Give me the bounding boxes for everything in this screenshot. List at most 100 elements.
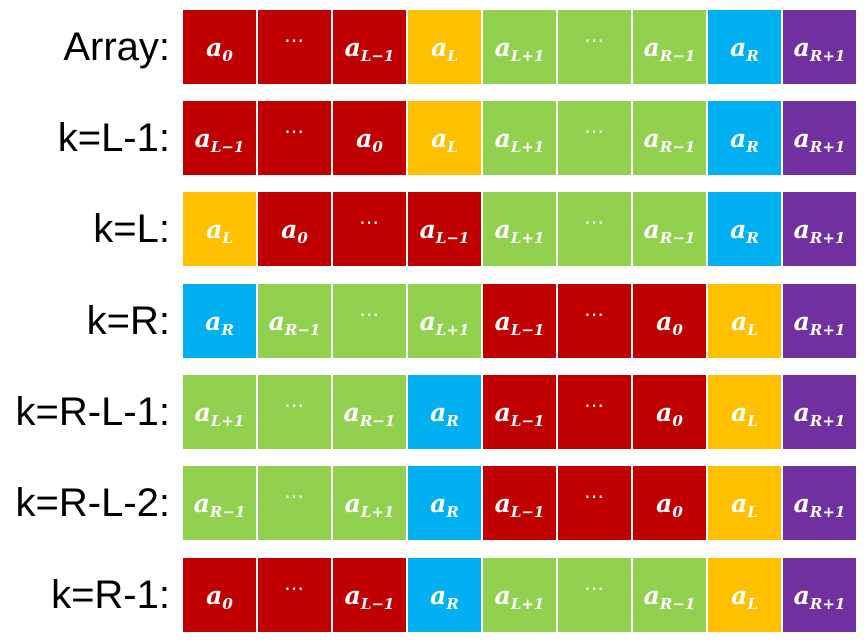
ellipsis-text: ⋯ bbox=[584, 209, 605, 234]
element-symbol: a bbox=[730, 123, 747, 153]
array-cell-ellipsis: ⋯ bbox=[558, 10, 631, 84]
array-cell: a0 bbox=[183, 558, 256, 632]
element-symbol: a bbox=[193, 488, 210, 518]
element-symbol: a bbox=[731, 488, 748, 518]
array-cell: aR bbox=[408, 375, 481, 449]
element-index: R−1 bbox=[659, 594, 696, 613]
array-cell: aR bbox=[408, 558, 481, 632]
diagram-row: k=R-L-2: aR−1 ⋯ aL+1 aR aL−1 ⋯ a0 aL aR+1 bbox=[0, 466, 864, 540]
ellipsis-text: ⋯ bbox=[584, 118, 605, 143]
array-cell: aR−1 bbox=[633, 10, 706, 84]
array-cell: aL bbox=[183, 192, 256, 266]
element-index: L bbox=[747, 594, 758, 613]
element-symbol: a bbox=[494, 580, 511, 610]
element-index: L−1 bbox=[435, 228, 470, 247]
array-cell: aL+1 bbox=[483, 10, 556, 84]
element-symbol: a bbox=[793, 32, 810, 62]
element-symbol: a bbox=[206, 580, 223, 610]
array-cell: aR bbox=[183, 284, 256, 358]
ellipsis-text: ⋯ bbox=[284, 483, 305, 508]
row-label: k=R-L-1: bbox=[15, 390, 171, 434]
array-cell: aL−1 bbox=[408, 192, 481, 266]
element-symbol: a bbox=[205, 306, 222, 336]
row-label: k=L-1: bbox=[57, 116, 170, 160]
array-cell-ellipsis: ⋯ bbox=[558, 375, 631, 449]
element-index: 0 bbox=[672, 320, 683, 339]
element-index: L−1 bbox=[510, 411, 545, 430]
array-cell: a0 bbox=[183, 10, 256, 84]
element-index: 0 bbox=[222, 594, 233, 613]
ellipsis-text: ⋯ bbox=[584, 301, 605, 326]
element-index: 0 bbox=[672, 411, 683, 430]
diagram-row: k=R-1: a0 ⋯ aL−1 aR aL+1 ⋯ aR−1 aL aR+1 bbox=[0, 558, 864, 632]
array-cell: aL bbox=[708, 558, 781, 632]
array-cell: aL+1 bbox=[183, 375, 256, 449]
element-index: R bbox=[221, 320, 234, 339]
diagram-row: k=R: aR aR−1 ⋯ aL+1 aL−1 ⋯ a0 aL aR+1 bbox=[0, 284, 864, 358]
array-cell-ellipsis: ⋯ bbox=[558, 101, 631, 175]
element-symbol: a bbox=[356, 123, 373, 153]
element-index: L bbox=[747, 411, 758, 430]
element-index: L−1 bbox=[510, 320, 545, 339]
element-symbol: a bbox=[430, 580, 447, 610]
array-cell: aR bbox=[408, 466, 481, 540]
array-cell: aL+1 bbox=[333, 466, 406, 540]
ellipsis-text: ⋯ bbox=[584, 392, 605, 417]
array-cell: aL−1 bbox=[483, 375, 556, 449]
element-symbol: a bbox=[643, 214, 660, 244]
array-cell: aL bbox=[708, 284, 781, 358]
element-index: L−1 bbox=[510, 502, 545, 521]
ellipsis-text: ⋯ bbox=[584, 575, 605, 600]
element-symbol: a bbox=[419, 214, 436, 244]
element-symbol: a bbox=[494, 488, 511, 518]
element-symbol: a bbox=[281, 214, 298, 244]
element-index: R−1 bbox=[659, 137, 696, 156]
element-symbol: a bbox=[793, 306, 810, 336]
element-index: R bbox=[446, 502, 459, 521]
ellipsis-text: ⋯ bbox=[359, 301, 380, 326]
element-index: L−1 bbox=[210, 137, 245, 156]
element-index: 0 bbox=[222, 46, 233, 65]
array-cell: aR+1 bbox=[783, 10, 856, 84]
element-index: R−1 bbox=[284, 320, 321, 339]
ellipsis-text: ⋯ bbox=[284, 575, 305, 600]
array-cell-ellipsis: ⋯ bbox=[558, 466, 631, 540]
element-index: R bbox=[746, 46, 759, 65]
array-cell: aL bbox=[408, 10, 481, 84]
element-symbol: a bbox=[643, 123, 660, 153]
element-symbol: a bbox=[431, 123, 448, 153]
element-symbol: a bbox=[194, 397, 211, 427]
array-cell: aR+1 bbox=[783, 466, 856, 540]
array-cell: aR−1 bbox=[633, 192, 706, 266]
ellipsis-text: ⋯ bbox=[284, 392, 305, 417]
element-index: L+1 bbox=[435, 320, 470, 339]
array-cells: aL−1 ⋯ a0 aL aL+1 ⋯ aR−1 aR aR+1 bbox=[183, 101, 858, 175]
element-index: R+1 bbox=[809, 228, 846, 247]
array-cells: aR−1 ⋯ aL+1 aR aL−1 ⋯ a0 aL aR+1 bbox=[183, 466, 858, 540]
row-label: k=R-L-2: bbox=[15, 481, 171, 525]
element-symbol: a bbox=[731, 397, 748, 427]
element-symbol: a bbox=[494, 32, 511, 62]
element-symbol: a bbox=[731, 306, 748, 336]
element-symbol: a bbox=[643, 580, 660, 610]
ellipsis-text: ⋯ bbox=[284, 27, 305, 52]
array-cell: a0 bbox=[333, 101, 406, 175]
element-index: 0 bbox=[297, 228, 308, 247]
array-cell: aR+1 bbox=[783, 284, 856, 358]
array-cell: aL−1 bbox=[183, 101, 256, 175]
element-index: 0 bbox=[372, 137, 383, 156]
element-symbol: a bbox=[206, 32, 223, 62]
element-index: L bbox=[747, 502, 758, 521]
array-cell: aL+1 bbox=[408, 284, 481, 358]
array-cell-ellipsis: ⋯ bbox=[333, 192, 406, 266]
array-cell: aR−1 bbox=[633, 101, 706, 175]
element-symbol: a bbox=[494, 123, 511, 153]
element-index: R−1 bbox=[359, 411, 396, 430]
array-cell: a0 bbox=[258, 192, 331, 266]
element-index: R bbox=[446, 594, 459, 613]
array-cell: aR bbox=[708, 192, 781, 266]
ellipsis-text: ⋯ bbox=[359, 209, 380, 234]
array-cell-ellipsis: ⋯ bbox=[333, 284, 406, 358]
element-symbol: a bbox=[343, 397, 360, 427]
element-index: L+1 bbox=[510, 46, 545, 65]
